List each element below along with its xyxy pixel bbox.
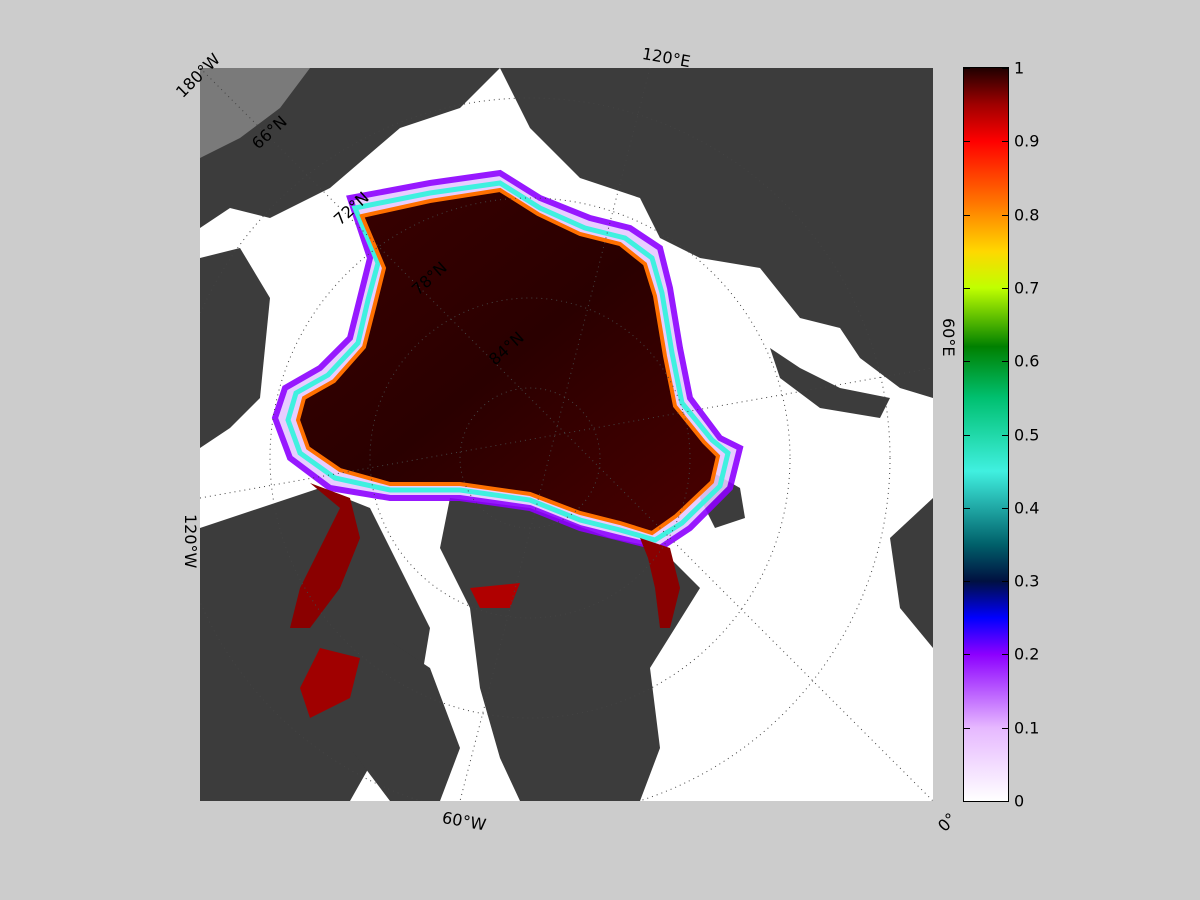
colorbar-tick-label: 0.7: [1014, 278, 1040, 298]
colorbar-tick-mark: [1002, 434, 1008, 436]
nares-ice: [470, 583, 520, 608]
bering-shelf: [200, 68, 310, 158]
lon-label-60e: 60°E: [939, 318, 958, 357]
sea-ice-field: [271, 169, 744, 718]
baffin-bay-ice: [300, 648, 360, 718]
colorbar-tick-label: 0.8: [1014, 205, 1040, 225]
colorbar-tick-mark: [964, 581, 970, 583]
ice-pack: [295, 187, 721, 536]
colorbar-tick-mark: [964, 287, 970, 289]
colorbar-tick-label: 0.2: [1014, 644, 1040, 664]
colorbar-tick-mark: [964, 801, 970, 802]
colorbar-tick-label: 0.5: [1014, 425, 1040, 444]
colorbar-tick-mark: [964, 654, 970, 656]
colorbar-tick-label: 0.3: [1014, 571, 1040, 591]
greenland-land: [440, 498, 700, 801]
colorbar-tick-mark: [1002, 581, 1008, 583]
colorbar-tick-label: 0.1: [1014, 718, 1040, 738]
ice-edge-mid: [285, 180, 731, 543]
yukon-land: [200, 248, 270, 448]
colorbar: [964, 68, 1008, 801]
lon-label-120w: 120°W: [181, 514, 200, 569]
colorbar-tick-mark: [1002, 68, 1008, 69]
lon-label-60w: 60°W: [440, 808, 488, 835]
colorbar-tick-mark: [964, 214, 970, 216]
meridian-120w-60e: [200, 367, 933, 499]
colorbar-tick-mark: [1002, 507, 1008, 509]
eurasia-land: [500, 68, 933, 398]
graticule-72n: [269, 197, 791, 719]
colorbar-tick-label: 1: [1014, 58, 1025, 78]
colorbar-tick-mark: [964, 507, 970, 509]
colorbar-tick-mark: [964, 727, 970, 729]
colorbar-tick-mark: [964, 141, 970, 143]
lon-label-0: 0°: [934, 809, 961, 836]
colorbar-tick-label: 0: [1014, 791, 1025, 811]
polar-map: 66°N 72°N 78°N 84°N: [200, 68, 933, 801]
colorbar-tick-mark: [1002, 214, 1008, 216]
colorbar-gradient: [964, 68, 1008, 801]
land-masses: [200, 68, 933, 801]
colorbar-tick-mark: [1002, 654, 1008, 656]
colorbar-tick-mark: [1002, 287, 1008, 289]
east-greenland-ice: [640, 538, 680, 628]
map-svg: 66°N 72°N 78°N 84°N: [200, 68, 933, 801]
colorbar-tick-label: 0.4: [1014, 498, 1040, 518]
scandinavia-land: [890, 498, 933, 648]
graticule: [200, 68, 933, 801]
graticule-78n: [369, 297, 691, 619]
colorbar-svg: [964, 68, 1008, 801]
graticule-66n: [200, 97, 891, 801]
graticule-84n: [459, 387, 601, 529]
colorbar-tick-mark: [1002, 141, 1008, 143]
colorbar-tick-mark: [964, 361, 970, 363]
colorbar-tick-mark: [1002, 801, 1008, 802]
baffin-land: [350, 628, 460, 801]
colorbar-tick-mark: [1002, 361, 1008, 363]
colorbar-tick-label: 0.9: [1014, 131, 1040, 151]
colorbar-tick-mark: [1002, 727, 1008, 729]
colorbar-tick-mark: [964, 434, 970, 436]
colorbar-tick-mark: [964, 68, 970, 69]
novaya-zemlya-land: [770, 348, 890, 418]
colorbar-tick-label: 0.6: [1014, 351, 1040, 371]
